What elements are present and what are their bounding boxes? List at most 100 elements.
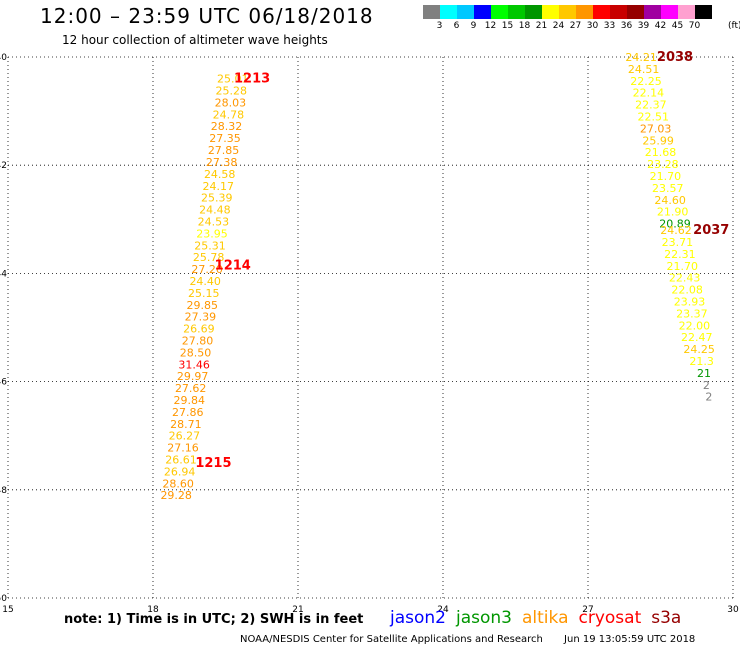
legend-entry-altika: altika bbox=[522, 608, 569, 628]
data-point-s3a: 21.70 bbox=[667, 260, 699, 273]
data-point-s3a: 22.51 bbox=[638, 111, 670, 124]
data-point-altika: 25.39 bbox=[201, 192, 233, 205]
data-point-altika: 24.48 bbox=[199, 204, 231, 217]
color-scale-tick: 27 bbox=[569, 21, 582, 31]
time-label: 1213 bbox=[234, 72, 270, 87]
data-point-altika: 25.15 bbox=[188, 287, 220, 300]
legend-entry-cryosat: cryosat bbox=[578, 608, 642, 628]
color-swatch bbox=[491, 5, 508, 19]
data-point-altika: 25.31 bbox=[194, 239, 226, 252]
color-scale-tick: 3 bbox=[436, 21, 443, 31]
color-swatch bbox=[644, 5, 661, 19]
y-tick-label: -40 bbox=[0, 53, 7, 63]
data-point-s3a: 22.14 bbox=[633, 87, 665, 100]
data-point-s3a: 24.21 bbox=[625, 51, 657, 64]
color-swatch bbox=[661, 5, 678, 19]
color-scale-tick: 21 bbox=[535, 21, 548, 31]
color-swatch bbox=[610, 5, 627, 19]
data-point-s3a: 21.90 bbox=[657, 206, 689, 219]
data-point-s3a: 24.51 bbox=[628, 63, 660, 76]
data-point-altika: 26.27 bbox=[169, 430, 201, 443]
data-point-altika: 24.17 bbox=[203, 180, 235, 193]
data-point-altika: 24.53 bbox=[198, 215, 230, 228]
color-scale-tick: 39 bbox=[637, 21, 650, 31]
data-point-altika: 27.35 bbox=[209, 132, 241, 145]
data-point-s3a: 2 bbox=[703, 379, 710, 392]
footer: NOAA/NESDIS Center for Satellite Applica… bbox=[240, 634, 695, 645]
data-point-altika: 27.62 bbox=[175, 382, 207, 395]
data-point-altika: 29.85 bbox=[187, 299, 219, 312]
x-tick-label: 15 bbox=[2, 605, 13, 615]
color-swatch bbox=[695, 5, 712, 19]
data-point-s3a: 21 bbox=[697, 367, 711, 380]
legend-entry-jason3: jason3 bbox=[456, 608, 512, 628]
data-point-altika: 24.58 bbox=[204, 168, 236, 181]
color-swatch bbox=[593, 5, 610, 19]
data-point-s3a: 27.03 bbox=[640, 122, 672, 135]
legend-entry-s3a: s3a bbox=[651, 608, 682, 628]
data-point-altika: 31.46 bbox=[178, 358, 210, 371]
color-scale-tick: 18 bbox=[518, 21, 531, 31]
color-swatch bbox=[576, 5, 593, 19]
data-point-altika: 25.78 bbox=[193, 251, 225, 264]
data-point-altika: 24.40 bbox=[189, 275, 221, 288]
y-tick-label: -46 bbox=[0, 378, 7, 388]
data-point-s3a: 21.70 bbox=[650, 170, 682, 183]
data-point-s3a: 22.31 bbox=[664, 248, 696, 261]
y-tick-label: -44 bbox=[0, 269, 7, 279]
data-point-altika: 27.20 bbox=[191, 263, 223, 276]
data-point-altika: 26.61 bbox=[165, 454, 197, 467]
data-point-s3a: 22.47 bbox=[681, 331, 713, 344]
time-label: 1215 bbox=[195, 456, 231, 471]
legend-entry-jason2: jason2 bbox=[390, 608, 446, 628]
color-scale-tick: 45 bbox=[671, 21, 684, 31]
data-point-s3a: 20.89 bbox=[659, 218, 691, 231]
color-scale-tick: 9 bbox=[470, 21, 477, 31]
color-swatch bbox=[508, 5, 525, 19]
data-point-altika: 28.50 bbox=[180, 346, 212, 359]
color-swatch bbox=[457, 5, 474, 19]
y-tick-label: -48 bbox=[0, 486, 7, 496]
color-swatch bbox=[474, 5, 491, 19]
color-scale-tick: 33 bbox=[603, 21, 616, 31]
data-point-altika: 25.01 bbox=[217, 73, 249, 86]
data-point-altika: 27.85 bbox=[208, 144, 240, 157]
data-point-s3a: 21.3 bbox=[689, 355, 714, 368]
x-tick-label: 24 bbox=[437, 605, 449, 615]
data-point-s3a: 24.60 bbox=[654, 194, 686, 207]
color-swatch bbox=[440, 5, 457, 19]
data-point-altika: 29.28 bbox=[160, 489, 192, 502]
data-point-s3a: 22.08 bbox=[671, 284, 703, 297]
color-swatch bbox=[678, 5, 695, 19]
color-scale-tick: 6 bbox=[453, 21, 460, 31]
note-text: note: 1) Time is in UTC; 2) SWH is in fe… bbox=[64, 612, 364, 627]
color-scale-tick: 30 bbox=[586, 21, 599, 31]
color-scale-swatches bbox=[423, 5, 712, 19]
color-scale-unit: (ft) bbox=[728, 21, 740, 31]
data-point-s3a: 24.25 bbox=[683, 343, 715, 356]
data-point-altika: 28.32 bbox=[211, 120, 243, 133]
data-point-altika: 27.16 bbox=[167, 442, 199, 455]
data-point-altika: 28.60 bbox=[162, 477, 194, 490]
data-point-s3a: 23.71 bbox=[662, 236, 694, 249]
data-point-s3a: 23.57 bbox=[652, 182, 684, 195]
time-label: 2037 bbox=[693, 223, 729, 238]
time-label: 1214 bbox=[215, 258, 251, 273]
chart-subtitle: 12 hour collection of altimeter wave hei… bbox=[62, 33, 328, 47]
data-point-s3a: 21.68 bbox=[645, 146, 677, 159]
data-point-s3a: 25.99 bbox=[642, 134, 674, 147]
time-label: 2038 bbox=[657, 50, 693, 65]
data-point-altika: 27.39 bbox=[185, 311, 217, 324]
data-point-altika: 27.86 bbox=[172, 406, 204, 419]
color-swatch bbox=[525, 5, 542, 19]
data-point-s3a: 23.93 bbox=[674, 296, 706, 309]
data-point-s3a: 2 bbox=[705, 391, 712, 404]
x-tick-label: 27 bbox=[582, 605, 593, 615]
color-scale-tick: 42 bbox=[654, 21, 667, 31]
y-tick-label: -50 bbox=[0, 594, 7, 604]
color-swatch bbox=[423, 5, 440, 19]
footer-timestamp: Jun 19 13:05:59 UTC 2018 bbox=[564, 634, 696, 645]
data-point-altika: 25.28 bbox=[216, 85, 248, 98]
